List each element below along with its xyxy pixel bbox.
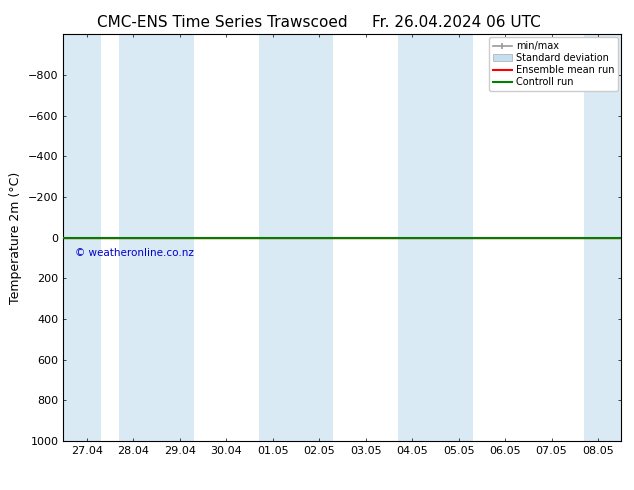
Text: CMC-ENS Time Series Trawscoed: CMC-ENS Time Series Trawscoed (96, 15, 347, 30)
Bar (119, 34, 193, 441)
Bar (63, 34, 101, 441)
Legend: min/max, Standard deviation, Ensemble mean run, Controll run: min/max, Standard deviation, Ensemble me… (489, 37, 618, 91)
Text: © weatheronline.co.nz: © weatheronline.co.nz (75, 248, 193, 258)
Text: Fr. 26.04.2024 06 UTC: Fr. 26.04.2024 06 UTC (372, 15, 541, 30)
Y-axis label: Temperature 2m (°C): Temperature 2m (°C) (10, 172, 22, 304)
Bar (398, 34, 472, 441)
Bar (259, 34, 333, 441)
Bar (584, 34, 621, 441)
